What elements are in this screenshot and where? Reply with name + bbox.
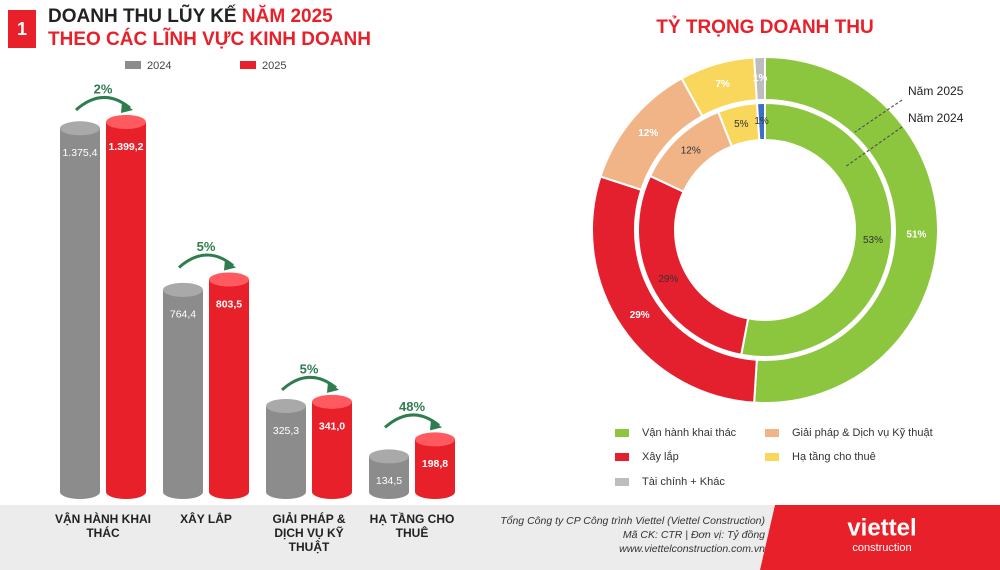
growth-label: 5%	[300, 361, 319, 376]
logo-band	[760, 505, 1000, 570]
donut-slice	[753, 55, 939, 404]
x-tick-label: VẬN HÀNH KHAI THÁC	[55, 512, 151, 540]
x-tick-label: HẠ TẦNG CHO THUÊ	[369, 512, 455, 540]
x-tick-label: GIẢI PHÁP & DỊCH VỤ KỸ THUẬT	[272, 512, 346, 554]
bar	[106, 122, 146, 492]
value-label: 325,3	[273, 425, 299, 437]
cylinder-top	[106, 115, 146, 129]
bar	[60, 128, 100, 493]
annotation-arrow	[854, 99, 903, 133]
cylinder-top	[60, 121, 100, 136]
growth-arrowhead	[224, 259, 236, 271]
slice-label: 29%	[630, 310, 650, 321]
chart-title: TỶ TRỌNG DOANH THU	[656, 16, 873, 38]
bar	[163, 289, 203, 492]
growth-arrowhead	[327, 381, 339, 393]
legend-label: Tài chính + Khác	[642, 476, 725, 488]
slice-label: 7%	[716, 79, 731, 90]
cylinder-top	[369, 449, 409, 464]
growth-label: 5%	[197, 239, 216, 254]
slice-label: 12%	[681, 146, 701, 157]
slice-label: 29%	[658, 274, 678, 285]
legend-swatch	[615, 478, 629, 486]
legend-swatch	[615, 453, 629, 461]
section-badge	[8, 10, 36, 48]
value-label: 1.375,4	[62, 147, 97, 159]
bar	[209, 279, 249, 492]
footer-band	[0, 505, 780, 570]
slice-label: 53%	[863, 235, 883, 246]
ring-annotation: Năm 2024	[908, 111, 964, 125]
slice-label: 1%	[753, 73, 768, 84]
chart-title: THEO CÁC LĨNH VỰC KINH DOANH	[48, 28, 371, 50]
legend-label: Xây lắp	[642, 450, 679, 463]
value-label: 803,5	[216, 298, 242, 310]
growth-label: 2%	[94, 81, 113, 96]
bar	[266, 405, 306, 492]
footer-website: www.viettelconstruction.com.vn	[619, 543, 765, 555]
legend-label: 2025	[262, 60, 286, 72]
annotation-arrow	[844, 126, 903, 168]
cylinder-top	[209, 272, 249, 287]
slice-label: 12%	[638, 128, 658, 139]
legend-swatch	[765, 453, 779, 461]
logo: viettel	[847, 514, 916, 541]
footer-info: Mã CK: CTR | Đơn vị: Tỷ đồng	[623, 529, 765, 541]
legend-swatch	[765, 429, 779, 437]
legend-label: Vận hành khai thác	[642, 427, 737, 439]
slice-label: 51%	[906, 229, 926, 240]
growth-arrowhead	[430, 419, 442, 431]
growth-arrowhead	[121, 102, 133, 113]
section-number: 1	[17, 19, 27, 39]
legend-label: Giải pháp & Dịch vụ Kỹ thuật	[792, 427, 933, 439]
logo-sub: construction	[852, 542, 911, 554]
title-part: NĂM 2025	[242, 5, 333, 27]
slice-label: 5%	[734, 119, 749, 130]
legend-label: 2024	[147, 60, 171, 72]
growth-label: 48%	[399, 399, 425, 414]
legend-swatch	[240, 61, 256, 69]
value-label: 134,5	[376, 475, 402, 487]
donut-slice	[753, 55, 766, 102]
chart-title: DOANH THU LŨY KẾ NĂM 2025	[48, 5, 333, 27]
cylinder-top	[312, 394, 352, 409]
footer-company: Tổng Công ty CP Công trình Viettel (Viet…	[500, 515, 765, 527]
title-part: DOANH THU LŨY KẾ	[48, 5, 237, 27]
bar	[312, 401, 352, 492]
donut-slice	[740, 101, 893, 358]
ring-annotation: Năm 2025	[908, 84, 964, 98]
cylinder-top	[266, 398, 306, 413]
value-label: 198,8	[422, 458, 448, 470]
legend-swatch	[615, 429, 629, 437]
x-tick-label: XÂY LẮP	[180, 512, 232, 526]
value-label: 764,4	[170, 309, 196, 321]
cylinder-top	[163, 282, 203, 297]
value-label: 1.399,2	[108, 141, 143, 153]
donut-slice	[755, 101, 766, 142]
legend-swatch	[125, 61, 141, 69]
legend-label: Hạ tầng cho thuê	[792, 451, 876, 463]
cylinder-top	[415, 432, 455, 447]
value-label: 341,0	[319, 421, 345, 433]
slice-label: 1%	[754, 116, 769, 127]
bar	[415, 439, 455, 492]
